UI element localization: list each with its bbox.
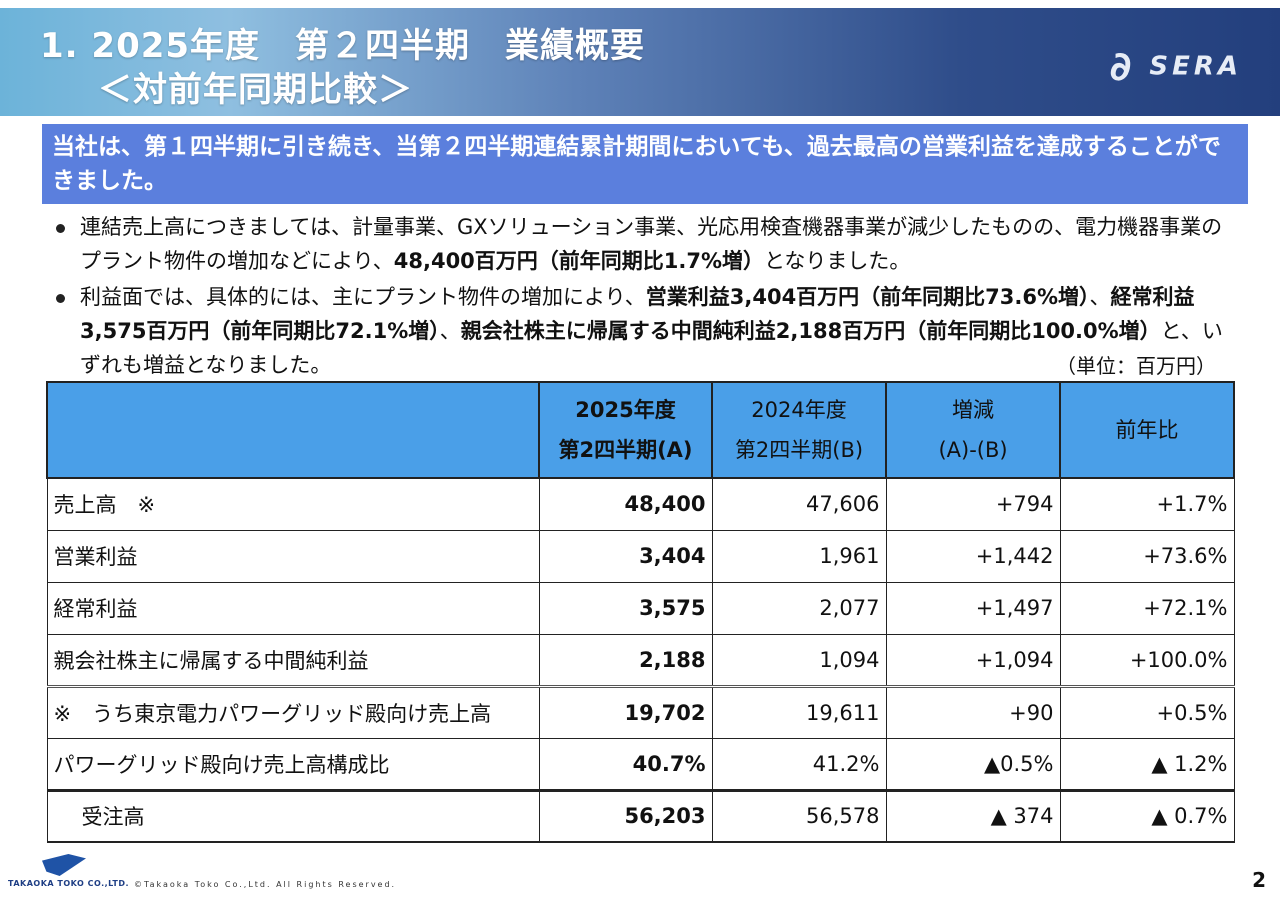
value-a: 2,188 bbox=[538, 633, 713, 687]
bullet-list: 連結売上高につきましては、計量事業、GXソリューション事業、光応用検査機器事業が… bbox=[54, 210, 1234, 384]
value-b: 56,578 bbox=[711, 788, 887, 843]
header-col-b: 2024年度 第2四半期(B) bbox=[711, 381, 887, 479]
bullet-2-part-2: 営業利益3,404百万円（前年同期比73.6%増） bbox=[645, 285, 1090, 309]
row-label: パワーグリッド殿向け売上高構成比 bbox=[46, 737, 540, 791]
bullet-1-part-3: となりました。 bbox=[764, 249, 911, 273]
value-diff: +1,497 bbox=[885, 581, 1061, 635]
row-label: ※ うち東京電力パワーグリッド殿向け売上高 bbox=[46, 684, 540, 739]
value-b: 41.2% bbox=[711, 737, 887, 791]
value-b: 47,606 bbox=[711, 477, 887, 531]
header-col-a-line1: 2025年度 bbox=[575, 398, 676, 422]
header-label-cell bbox=[46, 381, 540, 479]
table-row: ※ うち東京電力パワーグリッド殿向け売上高 19,702 19,611 +90 … bbox=[46, 684, 1235, 739]
company-logo: TAKAOKA TOKO CO.,LTD. bbox=[8, 854, 130, 888]
header-col-c-line1: 増減 bbox=[952, 398, 994, 422]
header-col-a-line2: 第2四半期(A) bbox=[558, 438, 693, 462]
header-col-b-line1: 2024年度 bbox=[751, 398, 847, 422]
value-diff: +1,442 bbox=[885, 529, 1061, 583]
bullet-1-part-2: 48,400百万円（前年同期比1.7%増） bbox=[393, 249, 765, 273]
value-b: 2,077 bbox=[711, 581, 887, 635]
table-row: 受注高 56,203 56,578 ▲ 374 ▲ 0.7% bbox=[46, 788, 1235, 843]
value-ratio: +73.6% bbox=[1059, 529, 1235, 583]
copyright-text: ©Takaoka Toko Co.,Ltd. All Rights Reserv… bbox=[134, 880, 397, 889]
company-mark-icon bbox=[42, 854, 86, 876]
value-a: 3,404 bbox=[538, 529, 713, 583]
title-line-2: ＜対前年同期比較＞ bbox=[98, 70, 413, 110]
bullet-item-1: 連結売上高につきましては、計量事業、GXソリューション事業、光応用検査機器事業が… bbox=[54, 210, 1234, 278]
table-row: 売上高 ※ 48,400 47,606 +794 +1.7% bbox=[46, 477, 1235, 531]
sera-swirl-icon: ∂ bbox=[1109, 44, 1136, 90]
value-diff: +794 bbox=[885, 477, 1061, 531]
bullet-2-part-1: 利益面では、具体的には、主にプラント物件の増加により、 bbox=[80, 285, 646, 309]
header-col-d: 前年比 bbox=[1059, 381, 1235, 479]
value-ratio: +72.1% bbox=[1059, 581, 1235, 635]
value-ratio: ▲ 1.2% bbox=[1059, 737, 1235, 791]
bullet-dot-icon bbox=[56, 224, 65, 233]
value-a: 40.7% bbox=[538, 737, 713, 791]
row-label: 経常利益 bbox=[46, 581, 540, 635]
bullet-2-part-5: 、 bbox=[439, 319, 461, 343]
bullet-2-part-7: と、いずれも増益となりました。 bbox=[80, 319, 1223, 377]
value-a: 3,575 bbox=[538, 581, 713, 635]
highlight-box: 当社は、第１四半期に引き続き、当第２四半期連結累計期間においても、過去最高の営業… bbox=[42, 124, 1248, 204]
row-label: 受注高 bbox=[46, 788, 540, 843]
bullet-dot-icon bbox=[56, 294, 65, 303]
value-diff: ▲ 374 bbox=[885, 788, 1061, 843]
bullet-2-part-3: 、 bbox=[1089, 285, 1111, 309]
row-label: 売上高 ※ bbox=[46, 477, 540, 531]
sera-logo-text: SERA bbox=[1149, 51, 1242, 82]
value-b: 1,961 bbox=[711, 529, 887, 583]
value-diff: +90 bbox=[885, 684, 1061, 739]
bullet-item-2: 利益面では、具体的には、主にプラント物件の増加により、営業利益3,404百万円（… bbox=[54, 280, 1234, 382]
table-header-row: 2025年度 第2四半期(A) 2024年度 第2四半期(B) 増減 (A)-(… bbox=[46, 381, 1235, 479]
value-diff: ▲0.5% bbox=[885, 737, 1061, 791]
value-a: 19,702 bbox=[538, 684, 713, 739]
table-row: パワーグリッド殿向け売上高構成比 40.7% 41.2% ▲0.5% ▲ 1.2… bbox=[46, 737, 1235, 791]
results-table: 2025年度 第2四半期(A) 2024年度 第2四半期(B) 増減 (A)-(… bbox=[46, 381, 1235, 843]
header-col-c-line2: (A)-(B) bbox=[938, 438, 1008, 462]
value-b: 1,094 bbox=[711, 633, 887, 687]
value-a: 48,400 bbox=[538, 477, 713, 531]
unit-label: （単位：百万円） bbox=[1056, 354, 1216, 378]
value-ratio: +0.5% bbox=[1059, 684, 1235, 739]
table-row: 経常利益 3,575 2,077 +1,497 +72.1% bbox=[46, 581, 1235, 635]
table-row: 親会社株主に帰属する中間純利益 2,188 1,094 +1,094 +100.… bbox=[46, 633, 1235, 687]
slide-title: 1. 2025年度 第２四半期 業績概要 ＜対前年同期比較＞ bbox=[40, 24, 645, 112]
value-b: 19,611 bbox=[711, 684, 887, 739]
table-row: 営業利益 3,404 1,961 +1,442 +73.6% bbox=[46, 529, 1235, 583]
value-ratio: +100.0% bbox=[1059, 633, 1235, 687]
title-line-1: 1. 2025年度 第２四半期 業績概要 bbox=[40, 26, 646, 66]
value-ratio: +1.7% bbox=[1059, 477, 1235, 531]
slide-header: 1. 2025年度 第２四半期 業績概要 ＜対前年同期比較＞ ∂ SERA bbox=[0, 8, 1280, 116]
bullet-2-part-4: 経常利益3,575百万円（前年同期比72.1%増） bbox=[80, 285, 1195, 343]
value-diff: +1,094 bbox=[885, 633, 1061, 687]
value-ratio: ▲ 0.7% bbox=[1059, 788, 1235, 843]
sera-logo: ∂ SERA bbox=[1110, 44, 1242, 90]
row-label: 親会社株主に帰属する中間純利益 bbox=[46, 633, 540, 687]
row-label: 営業利益 bbox=[46, 529, 540, 583]
value-a: 56,203 bbox=[538, 788, 713, 843]
header-col-c: 増減 (A)-(B) bbox=[885, 381, 1061, 479]
bullet-2-part-6: 親会社株主に帰属する中間純利益2,188百万円（前年同期比100.0%増） bbox=[460, 319, 1161, 343]
company-name: TAKAOKA TOKO CO.,LTD. bbox=[8, 879, 130, 888]
header-col-a: 2025年度 第2四半期(A) bbox=[538, 381, 713, 479]
page-number: 2 bbox=[1252, 868, 1266, 892]
header-col-b-line2: 第2四半期(B) bbox=[734, 438, 864, 462]
bullet-1-part-1: 連結売上高につきましては、計量事業、GXソリューション事業、光応用検査機器事業が… bbox=[80, 215, 1223, 273]
